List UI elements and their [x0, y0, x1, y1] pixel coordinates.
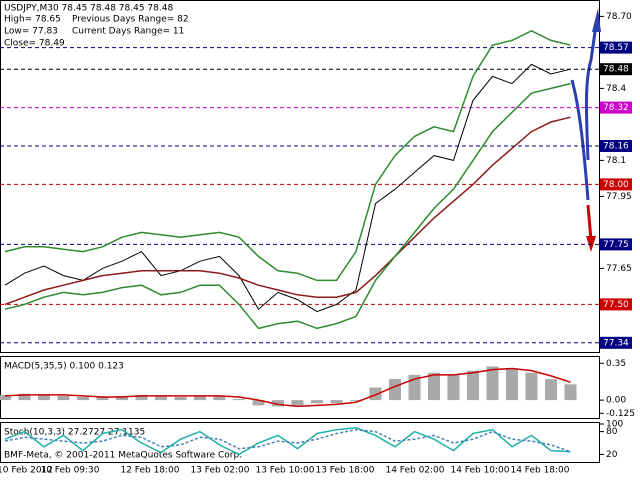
price-label: 78.16 [603, 142, 629, 152]
x-tick-label: 13 Feb 10:00 [255, 466, 314, 476]
histogram-bar [506, 368, 518, 401]
histogram-bar [291, 400, 304, 406]
price-label: 78.00 [603, 180, 629, 190]
histogram-bar [18, 393, 31, 401]
arrow-head [592, 8, 601, 32]
symbol-label: USDJPY,M30 78.45 78.48 78.45 78.48 [4, 4, 173, 14]
histogram-bar [408, 374, 421, 401]
series-line [4, 63, 571, 313]
y-tick-label: 77.65 [606, 264, 632, 274]
x-tick-label: 14 Feb 18:00 [510, 466, 569, 476]
histogram-bar [77, 396, 89, 401]
forecast-arrow-down [570, 79, 590, 201]
x-tick-label: 10 Feb 09:30 [40, 466, 99, 476]
x-tick-label: 13 Feb 02:00 [190, 466, 249, 476]
x-tick-label: 13 Feb 18:00 [315, 466, 374, 476]
histogram-bar [194, 395, 206, 401]
series-line [4, 29, 571, 282]
main-frame [0, 0, 600, 353]
price-label: 77.50 [603, 300, 629, 310]
y-tick-label: 77.95 [606, 192, 632, 202]
histogram-bar [155, 395, 167, 401]
plot: 78.70 78.4 78.1 77.95 77.65 78.57 78.48 78.32 78… [0, 12, 635, 476]
panel-title: MACD(5,35,5) 0.100 0.123 [4, 362, 124, 372]
red-arrow [586, 204, 593, 241]
price-box [600, 101, 632, 114]
series-line [4, 116, 571, 306]
price-box [600, 63, 632, 76]
histogram-bar [252, 400, 265, 406]
histogram-bar [389, 379, 401, 401]
high-label: High= 78.65 [4, 15, 61, 25]
histogram-bar [57, 395, 70, 401]
price-box [600, 336, 632, 349]
histogram-bar [0, 394, 11, 401]
series-line [4, 428, 571, 453]
y-tick-label: 80 [606, 427, 618, 437]
histogram-bar [116, 395, 128, 401]
x-tick-label: 14 Feb 02:00 [385, 466, 444, 476]
price-box [600, 298, 632, 311]
histogram-bar [311, 400, 323, 404]
series-line [4, 82, 571, 330]
y-tick-label: 20 [606, 450, 618, 460]
forecast-arrow-up [584, 24, 598, 161]
series-line [4, 367, 571, 408]
y-tick-label: 78.1 [606, 156, 626, 166]
y-tick-label: 0.35 [606, 359, 626, 369]
price-box [600, 178, 632, 191]
y-tick-label: 100 [606, 420, 623, 430]
histogram-bar [369, 387, 382, 401]
histogram-bar [428, 372, 440, 401]
prev-range: Previous Days Range= 82 [72, 15, 189, 25]
price-label: 78.32 [603, 103, 629, 113]
price-label: 78.48 [603, 65, 629, 75]
histogram-bar [38, 394, 50, 401]
stoch-frame [0, 422, 600, 463]
histogram-bar [350, 400, 362, 402]
price-label: 77.75 [603, 240, 629, 250]
histogram-bar [272, 400, 284, 407]
histogram-bar [447, 374, 460, 401]
cur-range: Current Days Range= 11 [72, 27, 184, 37]
histogram-bar [96, 396, 109, 401]
histogram-bar [467, 370, 479, 401]
y-tick-label: 78.70 [606, 12, 632, 22]
histogram-bar [233, 399, 245, 401]
y-tick-label: 78.4 [606, 84, 626, 94]
histogram-bar [135, 394, 148, 401]
y-tick-label: 0.00 [606, 396, 626, 406]
price-box [600, 41, 632, 54]
x-tick-label: 14 Feb 10:00 [450, 466, 509, 476]
histogram-bar [545, 379, 557, 401]
histogram-bar [525, 372, 538, 401]
histogram-bar [174, 396, 187, 401]
panel-title: Stoch(10,3,3) 27.2727 27.1135 [4, 428, 145, 438]
x-tick-label: 12 Feb 18:00 [120, 466, 179, 476]
price-label: 78.57 [603, 43, 629, 53]
price-box [600, 238, 632, 251]
histogram-bar [486, 366, 499, 401]
price-box [600, 140, 632, 152]
low-label: Low= 77.83 [4, 27, 58, 37]
histogram-bar [213, 395, 226, 401]
close-label: Close= 78.49 [4, 39, 65, 49]
histogram-bar [564, 384, 577, 401]
macd-frame [0, 356, 600, 419]
x-tick-label: 10 Feb 2012 [0, 466, 53, 476]
footer: BMF-Meta, © 2001-2011 MetaQuotes Softwar… [4, 451, 242, 461]
histogram-bar [330, 400, 343, 404]
price-label: 77.34 [603, 338, 629, 348]
y-tick-label: -0.125 [606, 409, 635, 419]
